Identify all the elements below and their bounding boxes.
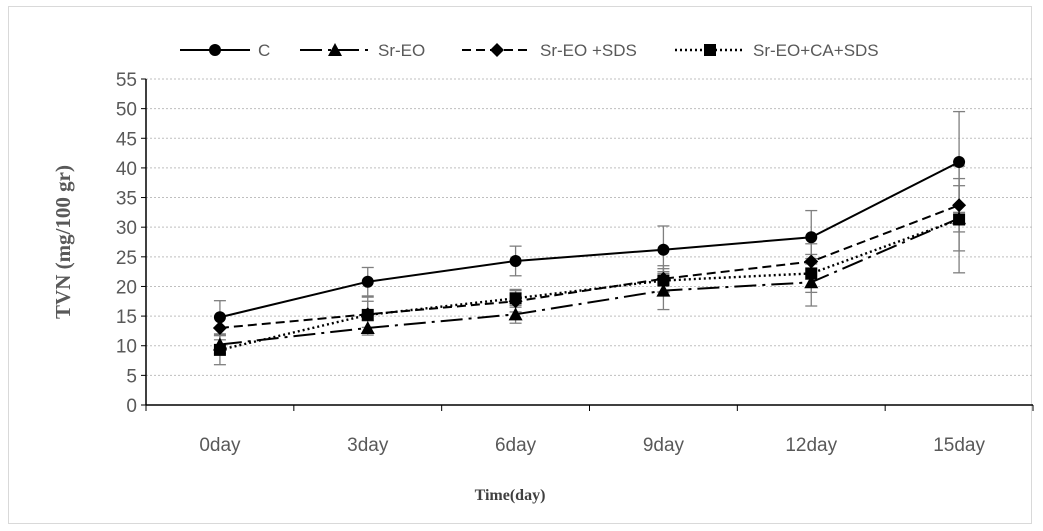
legend-marker — [328, 43, 342, 56]
data-point — [804, 254, 819, 269]
data-point — [508, 307, 523, 321]
x-tick-label: 12day — [785, 435, 837, 456]
data-point — [953, 213, 966, 226]
data-point — [509, 254, 522, 267]
data-point — [213, 343, 226, 356]
x-tick-label: 3day — [347, 435, 389, 456]
y-tick-label: 5 — [126, 366, 137, 387]
data-point — [360, 320, 375, 334]
x-tick-label: 6day — [495, 435, 537, 456]
data-point — [656, 283, 671, 297]
y-tick-label: 20 — [116, 277, 137, 298]
y-tick-label: 15 — [116, 307, 137, 328]
legend-marker — [490, 43, 504, 57]
series-line — [219, 218, 960, 352]
legend-marker — [209, 44, 221, 56]
x-axis-label: Time(day) — [475, 487, 546, 504]
axes: 0 5 10 15 20 25 30 35 40 45 50 55 0day 3day 6day 9day 12… — [116, 70, 1034, 456]
y-tick-label: 50 — [116, 100, 137, 121]
y-tick-label: 10 — [116, 337, 137, 358]
data-point — [805, 267, 818, 280]
y-tick-label: 30 — [116, 218, 137, 239]
x-tick-label: 9day — [643, 435, 685, 456]
y-tick-label: 35 — [116, 189, 137, 210]
x-tick-label: 0day — [199, 435, 241, 456]
data-point — [361, 275, 374, 288]
data-point — [361, 308, 374, 321]
x-tick-label: 15day — [933, 435, 985, 456]
data-point — [805, 231, 818, 244]
data-point — [804, 275, 819, 289]
series-line — [219, 217, 960, 346]
series-group — [212, 110, 967, 366]
series-line — [219, 161, 960, 319]
y-tick-label: 45 — [116, 129, 137, 150]
legend-label: C — [258, 41, 270, 60]
data-point — [213, 311, 226, 324]
data-point — [657, 274, 670, 287]
y-axis-label: TVN (mg/100 gr) — [51, 165, 75, 319]
legend-label: Sr-EO +SDS — [540, 41, 637, 60]
data-point — [509, 292, 522, 305]
legend: C Sr-EO Sr-EO +SDS Sr-EO+CA+SDS — [180, 41, 879, 60]
y-tick-label: 55 — [116, 70, 137, 91]
y-tick-label: 25 — [116, 248, 137, 269]
data-point — [952, 198, 967, 213]
data-point — [953, 155, 966, 168]
legend-label: Sr-EO — [378, 41, 425, 60]
legend-marker — [704, 44, 716, 56]
data-point — [657, 243, 670, 256]
legend-label: Sr-EO+CA+SDS — [753, 41, 879, 60]
y-tick-label: 40 — [116, 159, 137, 180]
y-tick-label: 0 — [126, 396, 137, 417]
data-point — [212, 320, 227, 335]
